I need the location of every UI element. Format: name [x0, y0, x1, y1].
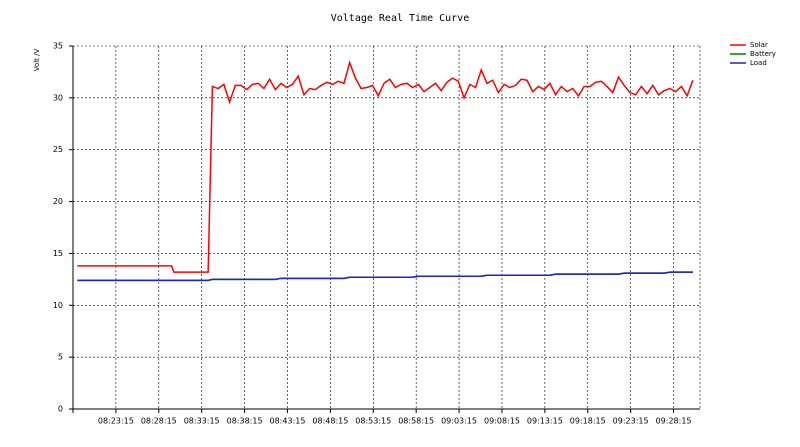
y-tick-label: 20	[53, 197, 63, 206]
series-line	[77, 271, 693, 282]
x-tick-label: 09:08:15	[484, 417, 520, 426]
x-tick-label: 08:58:15	[398, 417, 434, 426]
x-tick-label: 08:48:15	[312, 417, 348, 426]
y-axis-label: Volt /V	[33, 48, 41, 71]
series-line	[77, 60, 694, 273]
chart-title: Voltage Real Time Curve	[331, 13, 469, 24]
x-tick-label: 09:28:15	[656, 417, 692, 426]
y-tick-label: 5	[58, 353, 63, 362]
y-tick-label: 15	[53, 249, 63, 258]
x-tick-label: 08:53:15	[355, 417, 391, 426]
x-tick-label: 09:03:15	[441, 417, 477, 426]
x-tick-label: 08:38:15	[227, 417, 263, 426]
legend-label: Load	[750, 59, 767, 67]
x-tick-label: 08:33:15	[184, 417, 220, 426]
legend-label: Solar	[750, 41, 768, 49]
x-tick-label: 08:28:15	[141, 417, 177, 426]
x-tick-label: 09:13:15	[527, 417, 563, 426]
y-tick-label: 35	[53, 42, 63, 51]
y-tick-label: 0	[58, 405, 63, 414]
x-tick-label: 09:23:15	[613, 417, 649, 426]
y-tick-label: 30	[53, 93, 63, 102]
legend-label: Battery	[750, 50, 776, 58]
x-tick-label: 09:18:15	[570, 417, 606, 426]
x-tick-label: 08:43:15	[270, 417, 306, 426]
x-tick-label: 08:23:15	[98, 417, 134, 426]
y-tick-label: 25	[53, 145, 63, 154]
y-tick-label: 10	[53, 301, 63, 310]
